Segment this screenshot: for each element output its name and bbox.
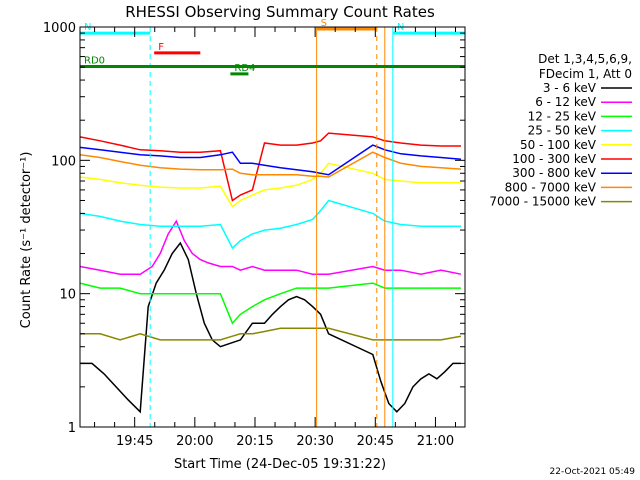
legend-label: 6 - 12 keV <box>535 95 597 109</box>
legend: Det 1,3,4,5,6,9, FDecim 1, Att 0 3 - 6 k… <box>489 52 632 209</box>
flag-label: N <box>84 22 91 33</box>
legend-label: 100 - 300 keV <box>512 152 596 166</box>
axes-layer: 1 10 100 1000 19:45 20:00 20:15 20:30 20:45 21:00 <box>43 21 465 449</box>
legend-label: 50 - 100 keV <box>520 138 597 152</box>
y-axis-label: Count Rate (s⁻¹ detector⁻¹) <box>19 152 34 329</box>
y-tick-label: 100 <box>51 154 76 169</box>
legend-label: 7000 - 15000 keV <box>489 195 596 209</box>
flag-label: RD4 <box>234 63 255 74</box>
series-line <box>79 132 461 202</box>
legend-label: 800 - 7000 keV <box>505 180 597 194</box>
series-line <box>79 199 461 250</box>
x-tick-label: 20:00 <box>176 434 213 449</box>
flag-label: S <box>321 18 327 29</box>
x-axis-label: Start Time (24-Dec-05 19:31:22) <box>174 457 386 472</box>
markers-layer: N F RD0 RD4 S N <box>79 18 466 427</box>
series-line <box>79 162 461 208</box>
legend-label: 25 - 50 keV <box>528 124 597 138</box>
legend-header-line: Det 1,3,4,5,6,9, <box>538 52 632 66</box>
y-tick-label: 1 <box>68 421 76 436</box>
chart-title: RHESSI Observing Summary Count Rates <box>125 3 435 21</box>
ylabel-group: Count Rate (s⁻¹ detector⁻¹) <box>19 152 34 329</box>
flag-label: F <box>158 42 164 53</box>
y-tick-label: 1000 <box>43 21 76 36</box>
series-line <box>80 241 461 414</box>
x-tick-label: 21:00 <box>417 434 454 449</box>
footer-date: 22-Oct-2021 05:49 <box>550 467 636 477</box>
legend-label: 12 - 25 keV <box>528 109 597 123</box>
plot-frame <box>79 26 466 428</box>
series-layer <box>79 132 462 414</box>
x-tick-label: 19:45 <box>116 434 153 449</box>
flag-label: N <box>397 22 404 33</box>
flag-label: RD0 <box>84 56 105 67</box>
y-tick-label: 10 <box>59 288 76 303</box>
x-tick-label: 20:30 <box>296 434 333 449</box>
series-line <box>79 219 462 275</box>
series-line <box>79 151 462 178</box>
legend-header-line: FDecim 1, Att 0 <box>539 67 632 81</box>
series-line <box>80 327 462 341</box>
x-tick-label: 20:15 <box>236 434 273 449</box>
legend-label: 300 - 800 keV <box>512 166 596 180</box>
series-line <box>79 144 462 176</box>
x-tick-label: 20:45 <box>357 434 394 449</box>
legend-label: 3 - 6 keV <box>543 81 597 95</box>
